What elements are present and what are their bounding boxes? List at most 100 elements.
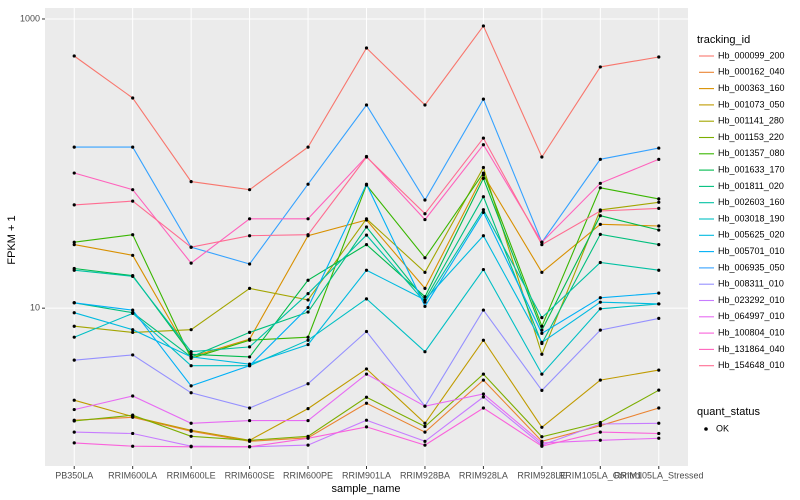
y-tick-label: 1000 <box>20 13 40 23</box>
data-point <box>364 225 369 229</box>
x-tick-label: RRIM928LE <box>517 470 566 480</box>
marker-legend-label: OK <box>716 423 729 433</box>
data-point <box>481 143 486 147</box>
data-point <box>423 350 427 354</box>
legend-label: Hb_001633_170 <box>718 164 785 174</box>
legend-label: Hb_005701_010 <box>718 246 785 256</box>
data-point <box>306 305 310 310</box>
legend-label: Hb_100804_010 <box>718 327 785 337</box>
data-point <box>189 350 193 354</box>
data-point <box>306 298 310 302</box>
data-point <box>481 136 486 140</box>
legend-label: Hb_000099_200 <box>718 50 785 60</box>
data-point <box>306 342 310 347</box>
data-point <box>72 430 76 434</box>
data-point <box>306 436 310 440</box>
legend-label: Hb_006935_050 <box>718 262 785 272</box>
data-point <box>131 96 135 100</box>
data-point <box>131 308 135 312</box>
data-point <box>364 268 369 272</box>
data-point <box>657 268 661 272</box>
data-point <box>189 261 193 265</box>
data-point <box>364 243 369 247</box>
data-point <box>657 197 661 201</box>
data-point <box>657 243 661 247</box>
x-tick-label: PB350LA <box>55 470 93 480</box>
data-point <box>189 355 193 359</box>
data-point <box>481 210 486 214</box>
data-point <box>189 428 193 432</box>
data-point <box>657 431 661 436</box>
data-point <box>657 388 661 392</box>
data-point <box>72 145 76 149</box>
data-point <box>481 395 486 399</box>
data-point <box>364 372 369 376</box>
data-point <box>481 378 486 382</box>
data-point <box>306 233 310 237</box>
data-point <box>247 188 252 192</box>
data-point <box>540 240 544 244</box>
data-point <box>306 418 310 423</box>
data-point <box>364 401 369 405</box>
data-point <box>481 308 486 312</box>
legend-label: Hb_154648_010 <box>718 360 785 370</box>
data-point <box>131 413 135 417</box>
data-point <box>247 418 252 423</box>
data-point <box>423 217 427 222</box>
data-point <box>481 392 486 396</box>
data-point <box>247 234 252 238</box>
data-point <box>657 436 661 440</box>
data-point <box>364 233 369 237</box>
data-point <box>657 368 661 372</box>
data-point <box>481 165 486 170</box>
data-point <box>306 382 310 386</box>
data-point <box>72 240 76 244</box>
legend-label: Hb_001357_080 <box>718 148 785 158</box>
data-point <box>481 267 486 272</box>
data-point <box>306 335 310 339</box>
data-point <box>540 441 544 445</box>
data-point <box>247 286 252 291</box>
data-point <box>657 302 661 306</box>
data-point <box>247 330 252 334</box>
data-point <box>131 328 135 332</box>
data-point <box>247 345 252 349</box>
data-point <box>598 378 602 382</box>
data-point <box>72 398 76 402</box>
data-point <box>364 367 369 371</box>
data-point <box>540 444 544 448</box>
data-point <box>598 300 602 304</box>
data-point <box>247 364 252 368</box>
data-point <box>72 311 76 315</box>
data-point <box>72 407 76 412</box>
data-point <box>131 444 135 448</box>
data-point <box>598 328 602 332</box>
data-point <box>540 270 544 274</box>
data-point <box>657 55 661 59</box>
data-point <box>364 103 369 107</box>
data-point <box>306 217 310 221</box>
data-point <box>657 316 661 320</box>
data-point <box>657 224 661 228</box>
data-point <box>540 435 544 439</box>
y-tick-label: 10 <box>30 303 40 313</box>
data-point <box>598 181 602 185</box>
data-point <box>423 430 427 434</box>
data-point <box>72 335 76 339</box>
data-point <box>306 338 310 342</box>
data-point <box>598 186 602 190</box>
data-point <box>423 212 427 216</box>
data-point <box>364 425 369 429</box>
data-point <box>189 352 193 356</box>
data-point <box>540 352 544 356</box>
legend-label: Hb_001153_220 <box>718 132 784 142</box>
data-point <box>423 404 427 408</box>
data-point <box>598 430 602 434</box>
data-point <box>247 262 252 266</box>
marker-legend-title: quant_status <box>697 406 760 418</box>
data-point <box>657 406 661 410</box>
data-point <box>598 422 602 426</box>
data-point <box>598 222 602 226</box>
data-point <box>598 209 602 213</box>
